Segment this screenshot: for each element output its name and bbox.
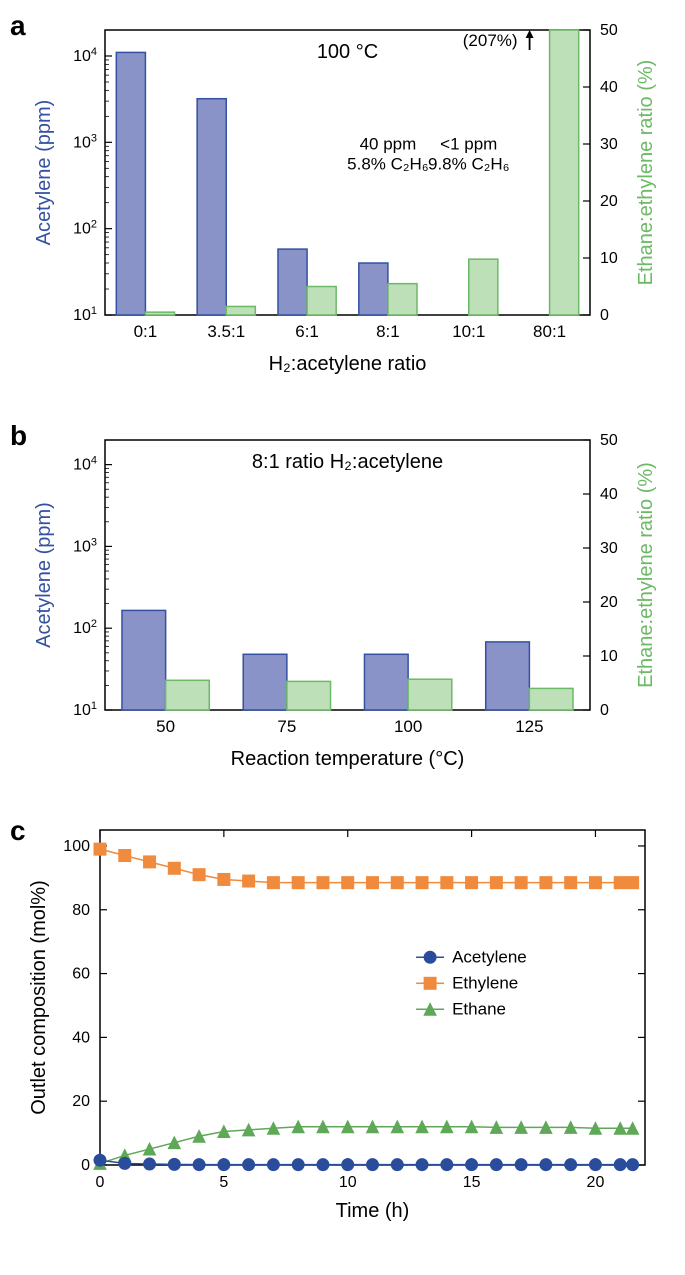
svg-text:Time (h): Time (h): [336, 1200, 410, 1222]
svg-text:103: 103: [73, 536, 97, 555]
svg-text:Acetylene (ppm): Acetylene (ppm): [33, 502, 55, 648]
panel-label-c: c: [10, 815, 26, 847]
svg-text:3.5:1: 3.5:1: [207, 322, 245, 341]
panel-label-b: b: [10, 420, 27, 452]
svg-text:20: 20: [600, 594, 618, 611]
chart-a: 101 102 103 104 0 10 20 30 40 50 0:1 3.5:1 6:1 8:1 10:…: [10, 10, 675, 390]
svg-text:40: 40: [600, 486, 618, 503]
svg-text:15: 15: [463, 1174, 481, 1191]
svg-text:30: 30: [600, 540, 618, 557]
svg-text:20: 20: [72, 1093, 90, 1110]
svg-text:101: 101: [73, 305, 97, 324]
svg-text:20: 20: [600, 193, 618, 210]
panel-label-a: a: [10, 10, 26, 42]
svg-text:5.8% C₂H₆: 5.8% C₂H₆: [347, 155, 428, 174]
svg-text:75: 75: [277, 717, 296, 736]
svg-text:50: 50: [600, 432, 618, 449]
svg-text:Ethane:ethylene ratio (%): Ethane:ethylene ratio (%): [635, 60, 657, 286]
svg-text:<1 ppm: <1 ppm: [440, 135, 497, 154]
svg-text:Ethylene: Ethylene: [452, 973, 518, 992]
svg-text:80:1: 80:1: [533, 322, 566, 341]
svg-text:H₂:acetylene ratio: H₂:acetylene ratio: [269, 353, 427, 375]
svg-text:8:1: 8:1: [376, 322, 400, 341]
svg-text:103: 103: [73, 132, 97, 151]
svg-text:0: 0: [600, 307, 609, 324]
svg-text:100: 100: [394, 717, 422, 736]
svg-text:50: 50: [600, 22, 618, 39]
svg-text:10:1: 10:1: [452, 322, 485, 341]
svg-text:100 °C: 100 °C: [317, 41, 378, 63]
chart-b: 101 102 103 104 0 10 20 30 40 50 50 75 100 125 Acetyle…: [10, 420, 675, 785]
svg-text:10: 10: [600, 648, 618, 665]
svg-text:Acetylene (ppm): Acetylene (ppm): [33, 100, 55, 246]
svg-text:0: 0: [96, 1174, 105, 1191]
svg-text:80: 80: [72, 902, 90, 919]
svg-text:40: 40: [72, 1029, 90, 1046]
svg-text:0: 0: [600, 702, 609, 719]
svg-text:6:1: 6:1: [295, 322, 319, 341]
svg-text:5: 5: [219, 1174, 228, 1191]
svg-text:102: 102: [73, 618, 97, 637]
svg-text:125: 125: [515, 717, 543, 736]
svg-text:20: 20: [587, 1174, 605, 1191]
svg-text:104: 104: [73, 46, 97, 65]
svg-text:104: 104: [73, 455, 97, 474]
panel-a: a 101102103104010203040500:13.5:16:18:11…: [10, 10, 675, 390]
svg-text:40 ppm: 40 ppm: [360, 135, 417, 154]
svg-text:Acetylene: Acetylene: [452, 947, 527, 966]
svg-text:40: 40: [600, 79, 618, 96]
panel-c: c 0 5 10 15 20 0 20 40 60 80 100 Outlet composition…: [10, 815, 675, 1235]
svg-text:(207%): (207%): [463, 31, 518, 50]
svg-text:10: 10: [339, 1174, 357, 1191]
svg-text:0:1: 0:1: [134, 322, 158, 341]
panel-b: b 101 102 103 104 0 10 20 30 40 50 50 75 100 125 Acety…: [10, 420, 675, 785]
svg-text:8:1 ratio H₂:acetylene: 8:1 ratio H₂:acetylene: [252, 451, 443, 473]
chart-c: 0 5 10 15 20 0 20 40 60 80 100 Outlet composition (…: [10, 815, 675, 1235]
svg-text:101: 101: [73, 700, 97, 719]
svg-text:30: 30: [600, 136, 618, 153]
svg-text:60: 60: [72, 966, 90, 983]
svg-text:Outlet composition (mol%): Outlet composition (mol%): [28, 880, 50, 1115]
svg-text:50: 50: [156, 717, 175, 736]
svg-text:100: 100: [63, 838, 90, 855]
svg-text:10: 10: [600, 250, 618, 267]
svg-text:9.8% C₂H₆: 9.8% C₂H₆: [428, 155, 509, 174]
svg-text:Ethane:ethylene ratio (%): Ethane:ethylene ratio (%): [635, 462, 657, 688]
svg-text:0: 0: [81, 1157, 90, 1174]
svg-text:Reaction temperature (°C): Reaction temperature (°C): [231, 748, 465, 770]
svg-text:102: 102: [73, 219, 97, 238]
svg-text:Ethane: Ethane: [452, 999, 506, 1018]
